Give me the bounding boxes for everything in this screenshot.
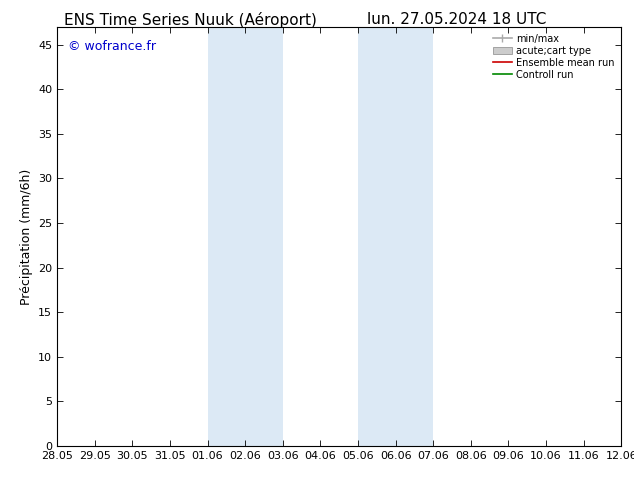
Bar (207, 27, 283, 446)
Text: ENS Time Series Nuuk (Aéroport): ENS Time Series Nuuk (Aéroport) (64, 12, 316, 28)
Y-axis label: Précipitation (mm/6h): Précipitation (mm/6h) (20, 168, 32, 305)
Bar (358, 27, 433, 446)
Text: lun. 27.05.2024 18 UTC: lun. 27.05.2024 18 UTC (367, 12, 546, 27)
Legend: min/max, acute;cart type, Ensemble mean run, Controll run: min/max, acute;cart type, Ensemble mean … (491, 32, 616, 81)
Text: © wofrance.fr: © wofrance.fr (68, 40, 157, 52)
